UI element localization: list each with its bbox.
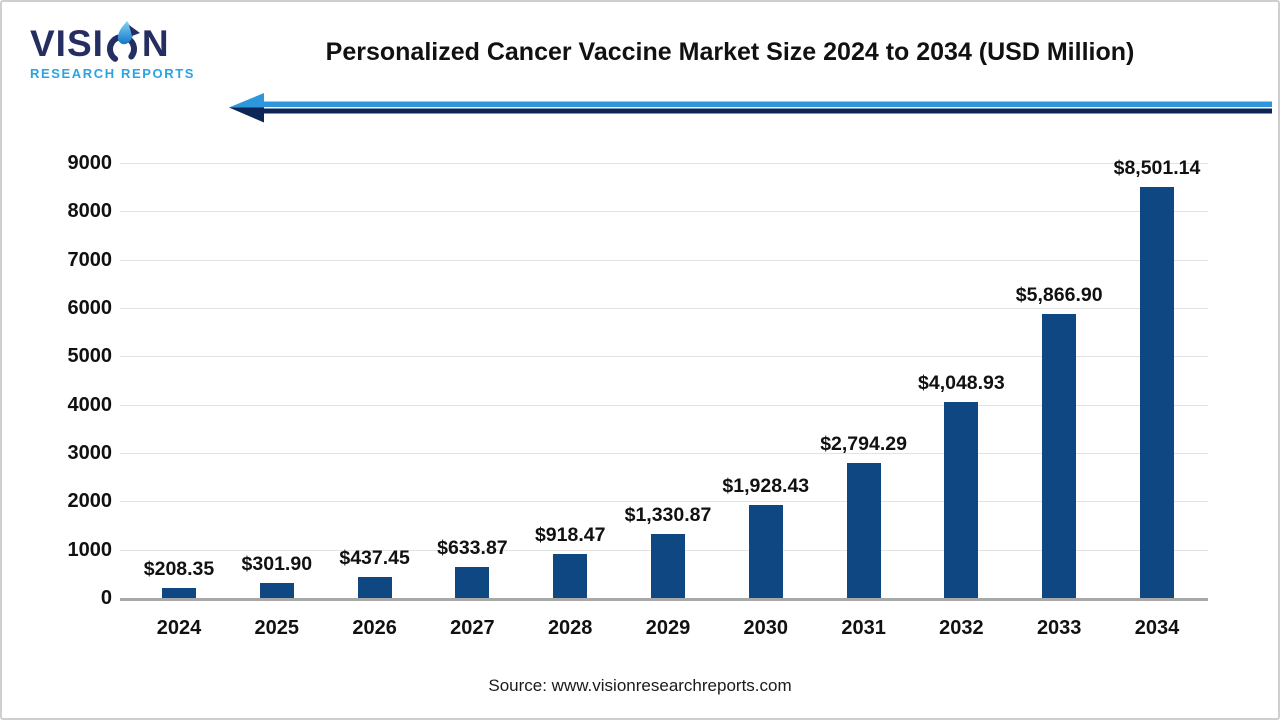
- bar-2031: [846, 462, 881, 598]
- x-axis-tick-label: 2024: [156, 617, 202, 639]
- bar-2033: [1042, 314, 1077, 598]
- logo-wordmark: VISI N: [30, 16, 220, 64]
- x-axis-tick-label: 2034: [1134, 617, 1180, 639]
- bar-2030: [748, 504, 783, 598]
- bar-2027: [455, 567, 490, 598]
- gridline: [120, 404, 1208, 406]
- bar-2025: [259, 583, 294, 598]
- logo-droplet-swoosh-icon: [105, 20, 141, 66]
- source-attribution: Source: www.visionresearchreports.com: [488, 676, 792, 695]
- x-axis-tick-label: 2031: [841, 617, 886, 639]
- bar-value-label: $2,794.29: [820, 432, 907, 455]
- x-axis-tick-label: 2028: [547, 617, 593, 639]
- y-axis-tick-label: 4000: [67, 393, 113, 416]
- left-arrow-divider: [229, 93, 1272, 123]
- bar-value-label: $301.90: [241, 553, 313, 576]
- vision-research-reports-logo: VISI N RESEARCH REPORTS: [30, 16, 220, 81]
- y-axis-tick-label: 0: [100, 587, 112, 609]
- gridline: [120, 453, 1208, 454]
- bar-2029: [651, 533, 685, 598]
- bar-2024: [162, 587, 196, 598]
- bar-value-label: $5,866.90: [1015, 284, 1103, 307]
- bar-value-label: $1,928.43: [722, 474, 810, 497]
- bar-value-label: $1,330.87: [624, 503, 712, 526]
- gridline: [120, 308, 1208, 309]
- y-axis-tick-label: 1000: [67, 538, 113, 561]
- y-axis-tick-label: 9000: [67, 152, 113, 174]
- bar-value-label: $633.87: [437, 537, 508, 560]
- bar-2034: [1140, 187, 1174, 598]
- bar-value-label: $8,501.14: [1113, 157, 1201, 180]
- logo-text-n: N: [141, 23, 170, 64]
- x-axis-tick-label: 2033: [1036, 617, 1082, 639]
- y-axis-tick-label: 6000: [67, 297, 113, 319]
- logo-subtitle: RESEARCH REPORTS: [30, 66, 196, 81]
- x-axis-tick-label: 2025: [254, 617, 300, 639]
- y-axis-tick-label: 2000: [67, 490, 113, 513]
- y-axis-tick-label: 8000: [67, 200, 113, 223]
- x-axis-tick-label: 2026: [352, 617, 397, 639]
- bar-value-label: $918.47: [534, 523, 606, 546]
- gridline: [120, 356, 1208, 358]
- bar-value-label: $437.45: [339, 546, 410, 569]
- gridline: [120, 163, 1208, 164]
- y-axis-tick-label: 5000: [67, 345, 113, 368]
- bar-2032: [944, 402, 979, 598]
- x-axis-line: [120, 598, 1208, 601]
- bar-value-label: $208.35: [143, 557, 215, 580]
- x-axis-tick-label: 2032: [939, 617, 984, 639]
- gridline: [120, 259, 1208, 261]
- y-axis-tick-label: 7000: [67, 248, 113, 271]
- gridline: [120, 501, 1208, 503]
- chart-title: Personalized Cancer Vaccine Market Size …: [325, 38, 1135, 66]
- bar-2028: [553, 553, 588, 598]
- bar-value-label: $4,048.93: [918, 372, 1005, 395]
- x-axis-tick-label: 2030: [743, 617, 789, 639]
- y-axis-tick-label: 3000: [67, 442, 113, 464]
- x-axis-tick-label: 2027: [450, 617, 495, 639]
- logo-text-visi: VISI: [30, 23, 104, 64]
- gridline: [120, 211, 1208, 213]
- x-axis-tick-label: 2029: [645, 617, 691, 639]
- bar-2026: [357, 576, 392, 598]
